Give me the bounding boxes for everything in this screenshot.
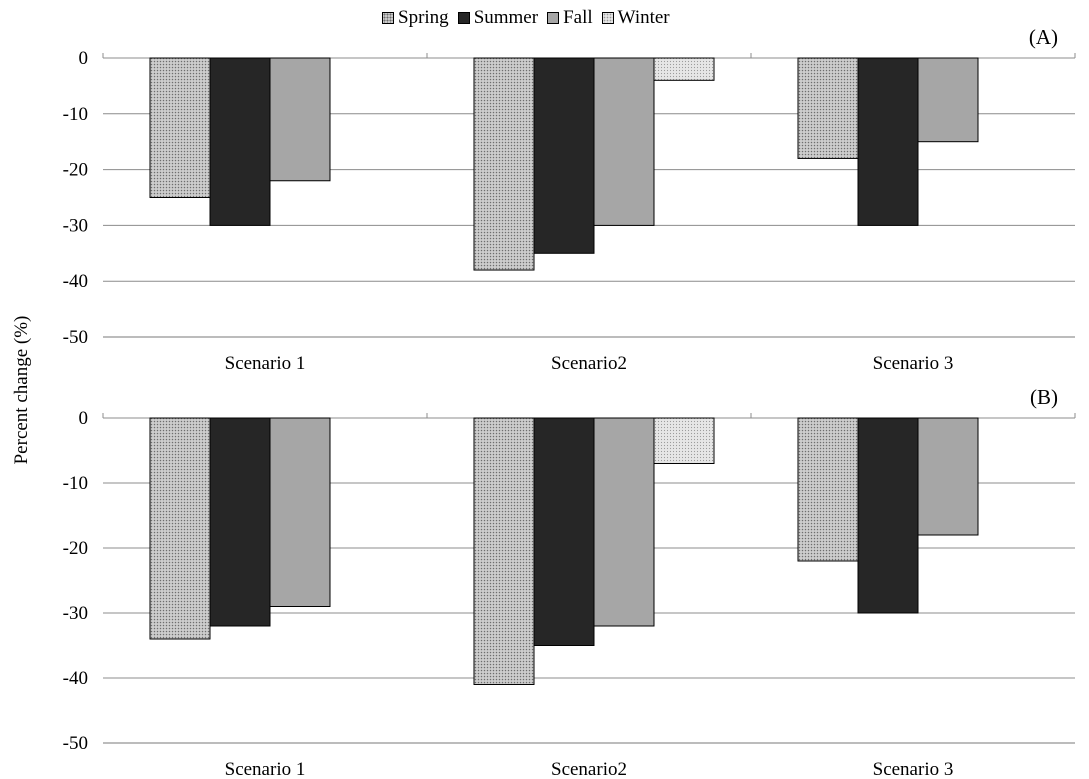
- panel-b-bar-fall-scenario2: [593, 417, 655, 627]
- panel-a-bar-summer-scenario-3: [857, 57, 919, 226]
- legend-item-winter: Winter: [601, 7, 670, 29]
- panel-b-bar-fall-scenario-3: [917, 417, 979, 536]
- legend-swatch-fall: [547, 12, 560, 24]
- panel-a-bar-spring-scenario-1: [149, 57, 211, 198]
- panel-a-y-tick-label: -30: [63, 215, 88, 236]
- panel-a-bar-spring-scenario2: [473, 57, 535, 271]
- panel-b-y-tick-label: -30: [63, 603, 88, 624]
- panel-a-bar-fall-scenario-3: [917, 57, 979, 143]
- legend-label-fall: Fall: [563, 7, 593, 28]
- panel-b-y-tick-label: -50: [63, 733, 88, 754]
- legend-swatch-winter: [601, 12, 614, 24]
- chart-legend: Spring Summer Fall Winter: [382, 7, 679, 29]
- panel-a-label: (A): [1029, 25, 1058, 49]
- panel-b-y-tick-label: -20: [63, 538, 88, 559]
- legend-label-summer: Summer: [473, 7, 539, 28]
- legend-label-spring: Spring: [398, 7, 449, 28]
- legend-item-spring: Spring: [382, 7, 449, 29]
- panel-b-bar-spring-scenario-1: [149, 417, 211, 640]
- panel-a-bar-fall-scenario-1: [269, 57, 331, 182]
- panel-a-y-tick-label: -10: [63, 104, 88, 125]
- panel-b-bar-fall-scenario-1: [269, 417, 331, 607]
- panel-b-label: (B): [1030, 385, 1058, 409]
- panel-a-category-label: Scenario 3: [873, 353, 954, 374]
- panel-a-y-tick-label: -40: [63, 271, 88, 292]
- legend-swatch-spring: [382, 12, 394, 24]
- panel-a-bar-spring-scenario-3: [797, 57, 859, 159]
- panel-b-y-tick-label: -10: [63, 473, 88, 494]
- panel-a-bar-summer-scenario-1: [209, 57, 271, 226]
- legend-item-fall: Fall: [547, 7, 593, 29]
- panel-a-bar-fall-scenario2: [593, 57, 655, 226]
- legend-label-winter: Winter: [617, 7, 670, 28]
- panel-a-y-tick-label: -50: [63, 327, 88, 348]
- panel-a-bar-summer-scenario2: [533, 57, 595, 254]
- panel-a-bar-winter-scenario2: [653, 57, 715, 81]
- panel-b-y-tick-label: 0: [79, 408, 89, 429]
- legend-item-summer: Summer: [457, 7, 539, 29]
- panel-b-category-label: Scenario 1: [225, 759, 306, 779]
- panel-b-category-label: Scenario2: [551, 759, 627, 779]
- panel-b-bar-summer-scenario-1: [209, 417, 271, 627]
- panel-b-bar-summer-scenario2: [533, 417, 595, 646]
- panel-a-category-label: Scenario2: [551, 353, 627, 374]
- panel-a-y-tick-label: 0: [79, 48, 89, 69]
- panel-b-bar-summer-scenario-3: [857, 417, 919, 614]
- panel-b-bar-spring-scenario2: [473, 417, 535, 685]
- panel-b-y-tick-label: -40: [63, 668, 88, 689]
- panel-b-category-label: Scenario 3: [873, 759, 954, 779]
- panel-a-y-tick-label: -20: [63, 160, 88, 181]
- panel-a-category-label: Scenario 1: [225, 353, 306, 374]
- panel-b-bar-spring-scenario-3: [797, 417, 859, 562]
- panel-b-bar-winter-scenario2: [653, 417, 715, 464]
- legend-swatch-summer: [457, 12, 470, 24]
